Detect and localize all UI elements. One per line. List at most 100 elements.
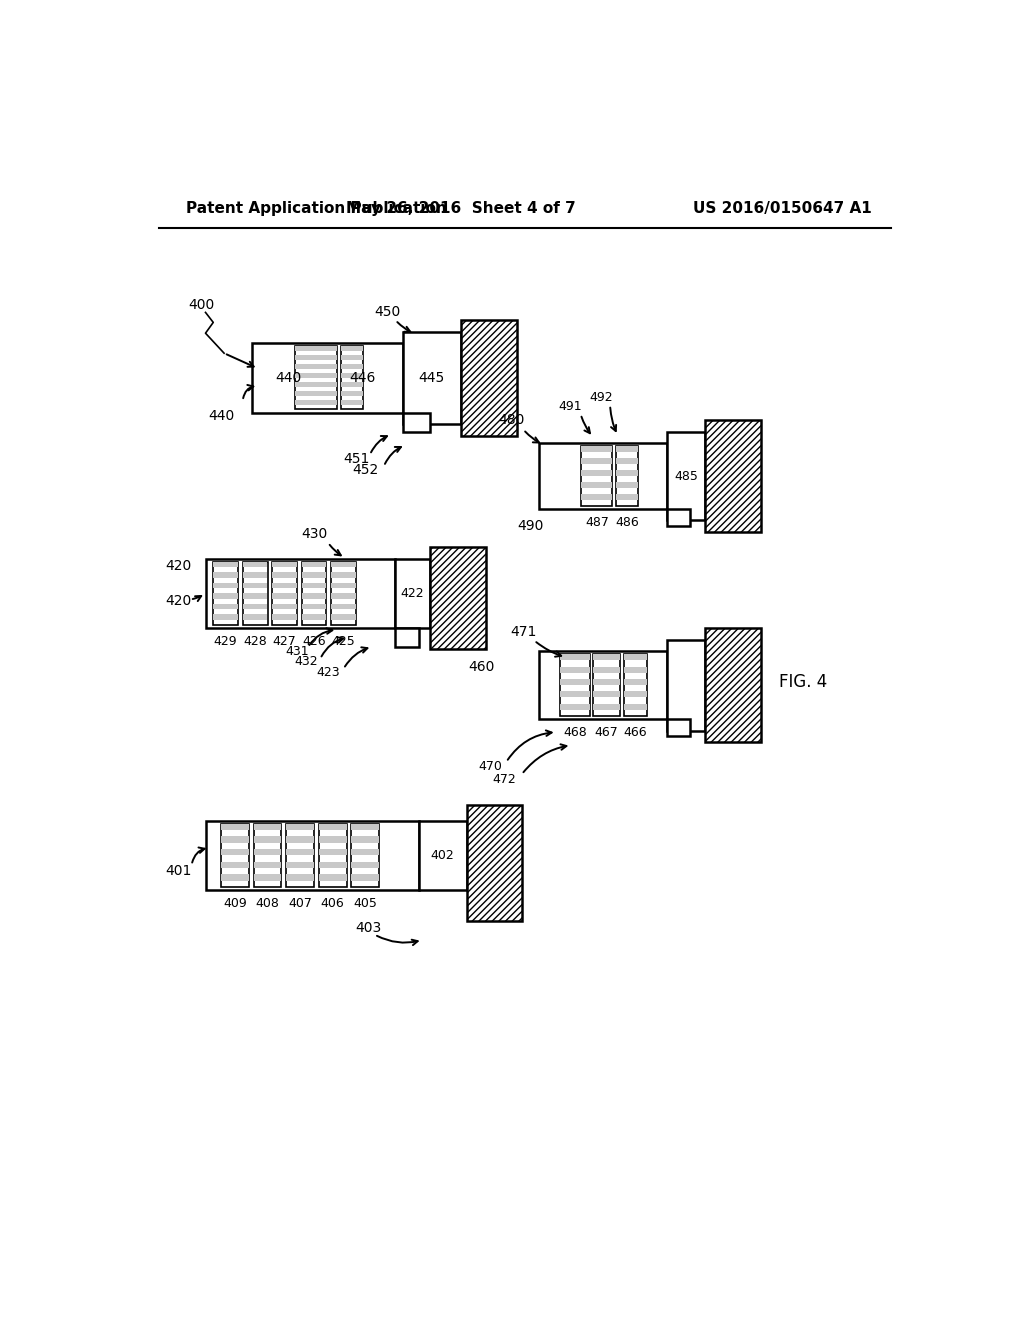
Bar	[616, 482, 638, 488]
Text: 428: 428	[244, 635, 267, 648]
Bar	[243, 573, 267, 578]
Bar	[331, 573, 356, 578]
Bar	[213, 583, 238, 589]
Bar	[331, 562, 356, 568]
Bar	[624, 655, 647, 660]
Text: 406: 406	[321, 898, 344, 911]
Bar	[351, 874, 379, 880]
Bar	[302, 605, 327, 610]
Bar	[254, 862, 282, 867]
Bar	[295, 383, 337, 387]
Bar	[616, 470, 638, 477]
Bar	[295, 364, 337, 368]
Bar	[341, 346, 362, 409]
Text: 492: 492	[589, 391, 612, 404]
Bar	[221, 874, 249, 880]
Bar	[295, 392, 337, 396]
Bar	[243, 605, 267, 610]
Bar	[419, 821, 467, 890]
Bar	[341, 383, 362, 387]
Bar	[286, 874, 314, 880]
Text: 409: 409	[223, 898, 247, 911]
Bar	[254, 824, 282, 830]
Text: 468: 468	[563, 726, 587, 739]
Bar	[351, 824, 379, 887]
Bar	[243, 594, 267, 599]
Bar	[593, 655, 621, 660]
Bar	[560, 655, 590, 715]
Bar	[341, 355, 362, 360]
Text: 472: 472	[493, 772, 516, 785]
Bar	[667, 719, 690, 737]
Bar	[560, 678, 590, 685]
Text: 466: 466	[624, 726, 647, 739]
Bar	[221, 849, 249, 855]
Bar	[341, 346, 362, 351]
Bar	[593, 692, 621, 697]
Bar	[286, 824, 314, 887]
Text: 423: 423	[316, 667, 340, 680]
Bar	[272, 615, 297, 620]
Text: 432: 432	[295, 656, 318, 668]
Bar	[302, 562, 327, 568]
Bar	[318, 849, 346, 855]
Text: 490: 490	[518, 520, 544, 533]
Bar	[395, 558, 430, 628]
Bar	[539, 651, 667, 719]
Text: 445: 445	[419, 371, 444, 385]
Bar	[295, 355, 337, 360]
Bar	[318, 824, 346, 830]
Text: 471: 471	[510, 624, 537, 639]
Bar	[213, 594, 238, 599]
Bar	[461, 321, 517, 436]
Text: Patent Application Publication: Patent Application Publication	[186, 201, 446, 216]
Bar	[286, 837, 314, 842]
Bar	[593, 655, 621, 715]
Text: 429: 429	[214, 635, 238, 648]
Bar	[221, 837, 249, 842]
Text: 491: 491	[558, 400, 582, 413]
Bar	[286, 862, 314, 867]
Bar	[272, 573, 297, 578]
Bar	[254, 849, 282, 855]
Bar	[616, 458, 638, 465]
Bar	[624, 667, 647, 673]
Text: 426: 426	[302, 635, 326, 648]
Bar	[295, 346, 337, 351]
Bar	[302, 562, 327, 626]
Bar	[243, 562, 267, 568]
Bar	[272, 562, 297, 626]
Bar	[667, 508, 690, 525]
Bar	[286, 849, 314, 855]
Text: 405: 405	[353, 898, 377, 911]
Text: 451: 451	[343, 451, 370, 466]
Bar	[213, 562, 238, 568]
Bar	[560, 655, 590, 660]
Bar	[624, 678, 647, 685]
Bar	[221, 862, 249, 867]
Bar	[213, 573, 238, 578]
Bar	[582, 470, 612, 477]
Bar	[560, 704, 590, 710]
Text: 452: 452	[353, 463, 379, 478]
Text: 480: 480	[499, 413, 525, 428]
Bar	[272, 594, 297, 599]
Bar	[206, 821, 419, 890]
Bar	[582, 494, 612, 500]
Bar	[706, 628, 761, 742]
Bar	[706, 420, 761, 532]
Bar	[582, 446, 612, 506]
Bar	[351, 837, 379, 842]
Bar	[403, 412, 430, 432]
Bar	[295, 400, 337, 405]
Text: 425: 425	[332, 635, 355, 648]
Bar	[593, 704, 621, 710]
Bar	[560, 692, 590, 697]
Bar	[616, 446, 638, 453]
Bar	[213, 605, 238, 610]
Text: 400: 400	[188, 298, 215, 312]
Bar	[351, 824, 379, 830]
Bar	[341, 392, 362, 396]
Bar	[624, 655, 647, 715]
Bar	[593, 678, 621, 685]
